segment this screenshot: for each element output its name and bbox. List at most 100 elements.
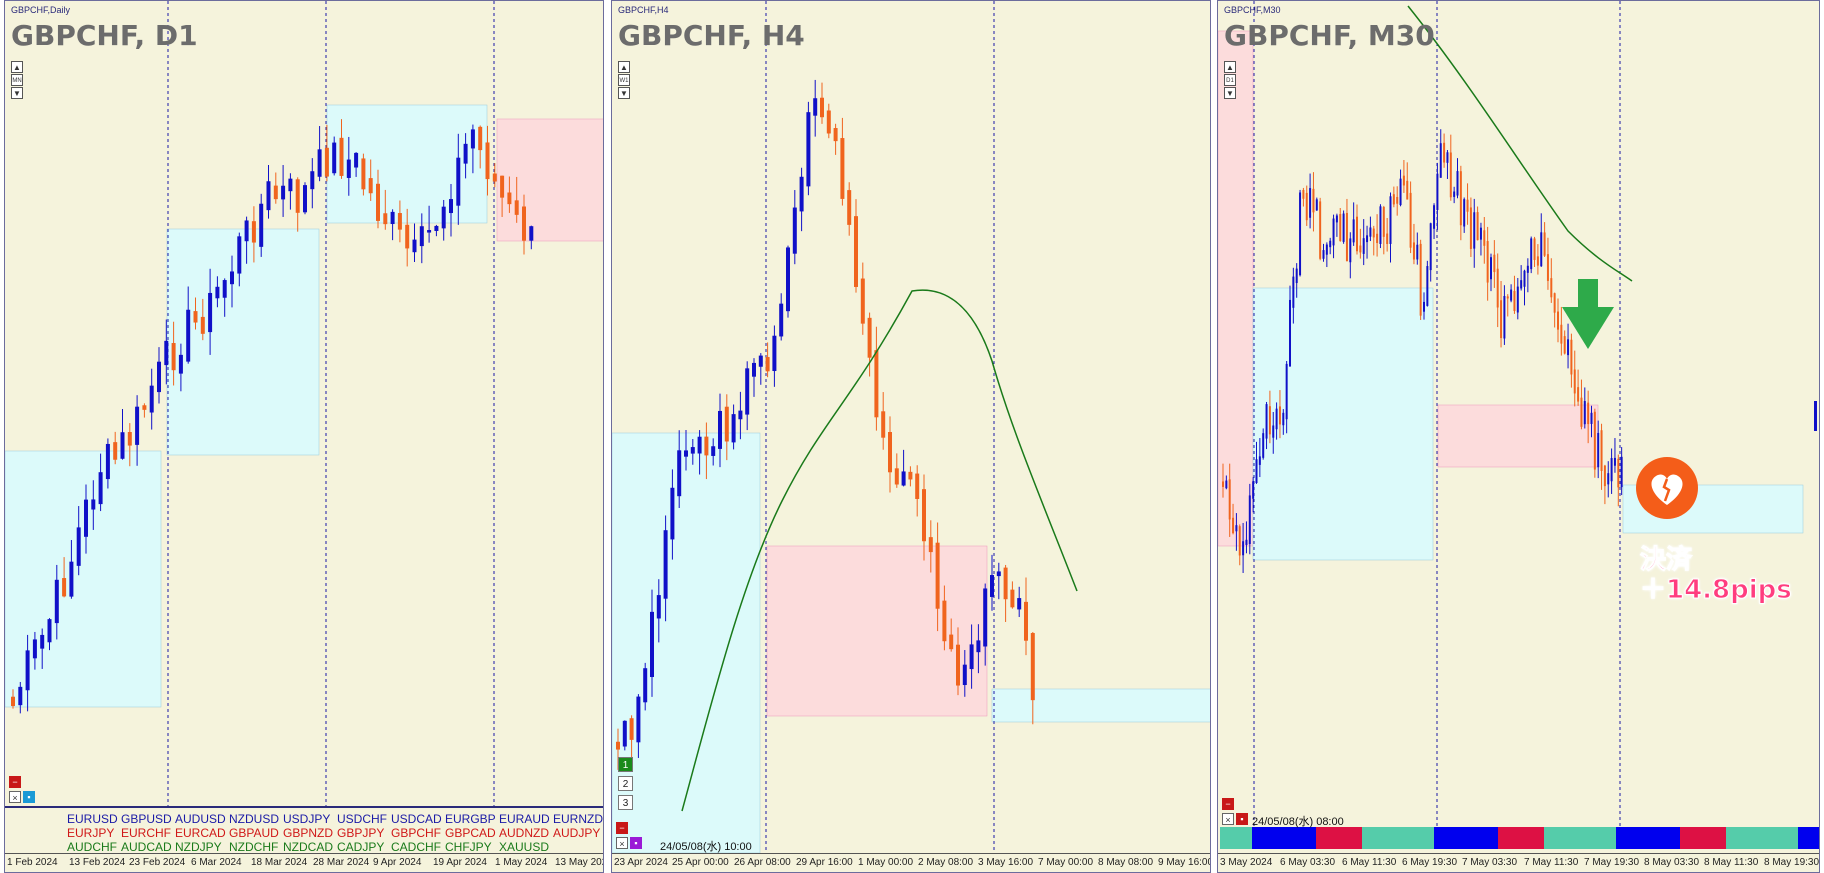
- pair-link[interactable]: EURCHF: [121, 826, 171, 840]
- candle-body: [463, 143, 468, 164]
- candle-body: [1486, 241, 1489, 283]
- pair-link[interactable]: AUDCHF: [67, 840, 117, 854]
- minus-icon[interactable]: −: [616, 822, 628, 834]
- candle-body: [441, 206, 446, 229]
- candle-body: [847, 190, 852, 225]
- settings-icon[interactable]: ▪: [1236, 813, 1248, 825]
- scroll-down-button[interactable]: ▼: [1224, 87, 1236, 99]
- close-icon[interactable]: ×: [1222, 813, 1234, 825]
- pair-link[interactable]: GBPCHF: [391, 826, 442, 840]
- pair-link[interactable]: USDCHF: [337, 812, 387, 826]
- date-tick: 3 May 2024: [1220, 857, 1273, 868]
- candle-body: [222, 280, 227, 298]
- candle-body: [1613, 457, 1616, 466]
- date-tick: 7 May 03:30: [1462, 857, 1518, 868]
- candle-body: [76, 527, 81, 566]
- candle-body: [813, 98, 818, 116]
- candle-body: [1583, 401, 1586, 425]
- minus-icon[interactable]: −: [1222, 798, 1234, 810]
- candle-body: [894, 468, 899, 485]
- candle-body: [390, 211, 395, 225]
- pair-link[interactable]: NZDJPY: [175, 840, 222, 854]
- candle-body: [1406, 180, 1409, 200]
- candle-body: [1546, 254, 1549, 281]
- pair-link[interactable]: NZDCHF: [229, 840, 279, 854]
- pair-link[interactable]: CHFJPY: [445, 840, 492, 854]
- pair-link[interactable]: GBPUSD: [121, 812, 172, 826]
- date-axis: 23 Apr 2024 25 Apr 00:00 26 Apr 08:00 29…: [612, 853, 1210, 872]
- date-tick: 8 May 19:30: [1764, 857, 1820, 868]
- settings-icon[interactable]: ▪: [23, 791, 35, 803]
- chart-pane-d1[interactable]: GBPCHF,Daily GBPCHF, D1 ▲ MN ▼ − × ▪ EUR…: [4, 0, 604, 873]
- candle-body: [969, 644, 974, 670]
- candle-body: [650, 611, 654, 678]
- pair-link[interactable]: GBPCAD: [445, 826, 496, 840]
- candle-body: [1540, 232, 1543, 267]
- settings-icon[interactable]: ▪: [630, 837, 642, 849]
- pair-link[interactable]: EURGBP: [445, 812, 496, 826]
- pair-link[interactable]: USDCAD: [391, 812, 442, 826]
- pair-link[interactable]: EURUSD: [67, 812, 118, 826]
- level-button-2[interactable]: 2: [618, 776, 633, 791]
- level-button-3[interactable]: 3: [618, 795, 633, 810]
- chart-pane-h4[interactable]: GBPCHF,H4 GBPCHF, H4 ▲ W1 ▼ 1 2 3 − × ▪ …: [611, 0, 1211, 873]
- pair-link[interactable]: EURCAD: [175, 826, 226, 840]
- pair-link[interactable]: AUDUSD: [175, 812, 226, 826]
- candle-body: [1607, 473, 1610, 485]
- candle-body: [54, 579, 59, 624]
- candle-body: [656, 595, 661, 619]
- candle-body: [405, 224, 410, 249]
- candle-body: [266, 181, 271, 211]
- pair-link[interactable]: GBPJPY: [337, 826, 385, 840]
- candle-body: [1325, 244, 1328, 255]
- candle-body: [98, 472, 103, 505]
- pair-link[interactable]: AUDJPY: [553, 826, 601, 840]
- date-tick: 8 May 08:00: [1098, 857, 1154, 868]
- candle-body: [1526, 265, 1529, 273]
- candle-body: [1245, 539, 1248, 545]
- candle-body: [427, 230, 432, 233]
- pair-link[interactable]: CADJPY: [337, 840, 385, 854]
- pair-link[interactable]: NZDUSD: [229, 812, 279, 826]
- d1-candles: [11, 119, 534, 714]
- candle-body: [1469, 207, 1472, 249]
- chart-pane-m30[interactable]: GBPCHF,M30 GBPCHF, M30 ▲ D1 ▼ − × ▪ 24/0…: [1217, 0, 1820, 873]
- pair-link[interactable]: EURAUD: [499, 812, 550, 826]
- candle-body: [113, 442, 118, 460]
- candle-body: [368, 178, 373, 194]
- pair-link[interactable]: EURJPY: [67, 826, 115, 840]
- timeframe-button[interactable]: D1: [1224, 74, 1236, 86]
- candle-body: [922, 489, 926, 542]
- candle-body: [629, 718, 634, 740]
- pair-link[interactable]: NZDCAD: [283, 840, 333, 854]
- scroll-up-button[interactable]: ▲: [11, 61, 23, 73]
- m30-zone-red-2: [1437, 404, 1599, 468]
- scroll-up-button[interactable]: ▲: [1224, 61, 1236, 73]
- timeframe-button[interactable]: MN: [11, 74, 23, 86]
- pair-link[interactable]: GBPAUD: [229, 826, 279, 840]
- scroll-down-button[interactable]: ▼: [11, 87, 23, 99]
- date-tick: 8 May 11:30: [1704, 857, 1759, 868]
- minus-icon[interactable]: −: [9, 776, 21, 788]
- scroll-down-button[interactable]: ▼: [618, 87, 630, 99]
- candle-body: [1617, 458, 1620, 488]
- pair-link[interactable]: USDJPY: [283, 812, 331, 826]
- pair-link[interactable]: GBPNZD: [283, 826, 334, 840]
- candle-body: [1513, 290, 1516, 311]
- timeframe-button[interactable]: W1: [618, 74, 630, 86]
- pair-link[interactable]: CADCHF: [391, 840, 441, 854]
- pair-link[interactable]: EURNZD: [553, 812, 603, 826]
- candle-body: [928, 537, 933, 553]
- pair-link[interactable]: XAUUSD: [499, 840, 550, 854]
- settle-pips: ＋14.8pips: [1640, 575, 1793, 606]
- candle-body: [1242, 541, 1245, 556]
- close-icon[interactable]: ×: [616, 837, 628, 849]
- scroll-up-button[interactable]: ▲: [618, 61, 630, 73]
- pair-link[interactable]: AUDCAD: [121, 840, 172, 854]
- level-button-1[interactable]: 1: [618, 757, 633, 772]
- close-icon[interactable]: ×: [9, 791, 21, 803]
- candle-body: [1228, 479, 1231, 520]
- pair-link[interactable]: AUDNZD: [499, 826, 549, 840]
- candle-body: [434, 225, 439, 231]
- candle-body: [1446, 152, 1449, 163]
